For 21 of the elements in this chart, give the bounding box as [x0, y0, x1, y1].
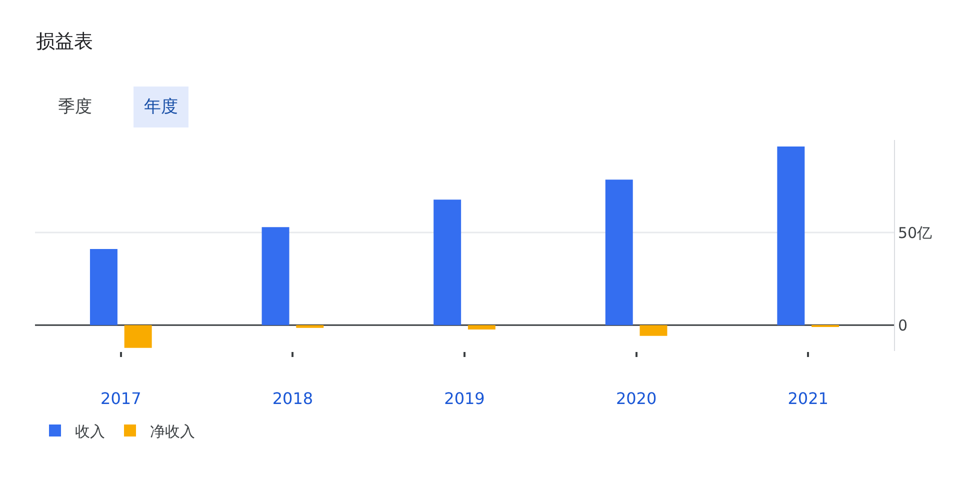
y-tick-label: 0 [898, 316, 908, 334]
legend-label: 收入 [75, 422, 105, 440]
bar [605, 180, 633, 326]
bar [640, 325, 668, 336]
bar [90, 249, 118, 326]
x-tick-label: 2019 [444, 389, 485, 408]
text: 年度 [144, 97, 178, 117]
chart-title: 损益表 [36, 30, 93, 52]
legend-label: 净收入 [150, 422, 195, 440]
x-tick-label: 2017 [100, 389, 142, 408]
bar [468, 325, 496, 330]
bar [124, 325, 152, 348]
bar [777, 146, 805, 326]
x-tick-label: 2020 [616, 389, 657, 408]
y-tick-label: 50亿 [898, 224, 932, 242]
x-tick-label: 2018 [272, 389, 314, 408]
text: 季度 [58, 97, 92, 117]
bar [296, 325, 324, 328]
x-tick-label: 2021 [788, 389, 828, 408]
bar [434, 200, 462, 326]
bar [262, 227, 290, 326]
